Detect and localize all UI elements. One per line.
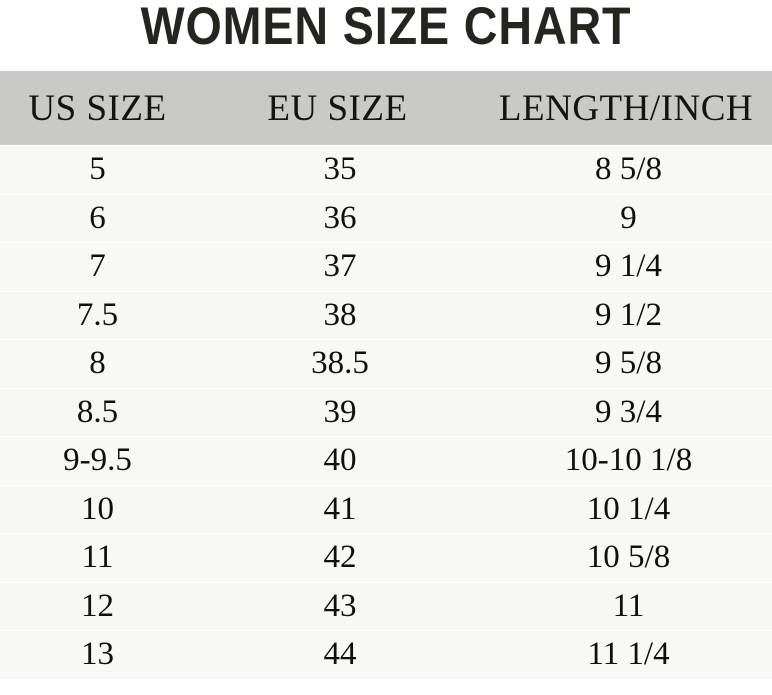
column-header-eu-size: EU SIZE bbox=[267, 87, 408, 129]
cell-us-size: 7 bbox=[89, 248, 106, 285]
table-row: 12 43 11 bbox=[0, 581, 772, 630]
cell-length-inch: 9 5/8 bbox=[595, 345, 662, 382]
table-row: 11 42 10 5/8 bbox=[0, 533, 772, 582]
cell-us-size: 9-9.5 bbox=[63, 442, 132, 479]
cell-eu-size: 35 bbox=[323, 151, 357, 188]
cell-eu-size: 40 bbox=[323, 442, 357, 479]
cell-us-size: 10 bbox=[81, 490, 114, 527]
cell-length-inch: 11 bbox=[612, 587, 645, 624]
table-body: 5 35 8 5/8 6 36 9 7 37 9 1/4 7.5 38 9 1/2 8 38.5 9 5/8… bbox=[0, 145, 772, 679]
table-row: 5 35 8 5/8 bbox=[0, 145, 772, 194]
page-title: WOMEN SIZE CHART bbox=[140, 0, 632, 56]
cell-length-inch: 9 1/2 bbox=[595, 296, 662, 333]
table-row: 8.5 39 9 3/4 bbox=[0, 387, 772, 436]
cell-us-size: 11 bbox=[81, 539, 114, 576]
cell-eu-size: 43 bbox=[323, 587, 357, 624]
cell-eu-size: 36 bbox=[323, 199, 357, 236]
table-row: 7 37 9 1/4 bbox=[0, 242, 772, 291]
table-row: 6 36 9 bbox=[0, 193, 772, 242]
cell-eu-size: 39 bbox=[323, 393, 357, 430]
cell-length-inch: 10-10 1/8 bbox=[564, 442, 693, 479]
table-row: 8 38.5 9 5/8 bbox=[0, 339, 772, 388]
cell-length-inch: 9 1/4 bbox=[595, 248, 662, 285]
cell-length-inch: 9 bbox=[620, 199, 637, 236]
cell-eu-size: 38.5 bbox=[311, 345, 369, 382]
cell-eu-size: 42 bbox=[323, 539, 357, 576]
table-header-band: US SIZE EU SIZE LENGTH/INCH bbox=[0, 71, 772, 145]
cell-us-size: 7.5 bbox=[76, 296, 119, 333]
cell-us-size: 13 bbox=[81, 636, 114, 673]
cell-length-inch: 10 1/4 bbox=[586, 490, 671, 527]
table-row: 10 41 10 1/4 bbox=[0, 484, 772, 533]
cell-us-size: 8.5 bbox=[76, 393, 119, 430]
table-row: 13 44 11 1/4 bbox=[0, 630, 772, 679]
cell-us-size: 5 bbox=[89, 151, 106, 188]
cell-us-size: 6 bbox=[89, 199, 106, 236]
cell-us-size: 12 bbox=[81, 587, 114, 624]
cell-length-inch: 8 5/8 bbox=[595, 151, 662, 188]
column-header-length-inch: LENGTH/INCH bbox=[498, 87, 754, 129]
cell-eu-size: 41 bbox=[323, 490, 357, 527]
table-header-row: US SIZE EU SIZE LENGTH/INCH bbox=[0, 71, 772, 145]
column-header-us-size: US SIZE bbox=[28, 87, 167, 129]
cell-eu-size: 44 bbox=[323, 636, 357, 673]
table-row: 9-9.5 40 10-10 1/8 bbox=[0, 436, 772, 485]
cell-eu-size: 37 bbox=[323, 248, 357, 285]
cell-length-inch: 11 1/4 bbox=[587, 636, 670, 673]
table-row: 7.5 38 9 1/2 bbox=[0, 290, 772, 339]
cell-length-inch: 9 3/4 bbox=[595, 393, 662, 430]
cell-us-size: 8 bbox=[89, 345, 106, 382]
cell-length-inch: 10 5/8 bbox=[586, 539, 671, 576]
cell-eu-size: 38 bbox=[323, 296, 357, 333]
